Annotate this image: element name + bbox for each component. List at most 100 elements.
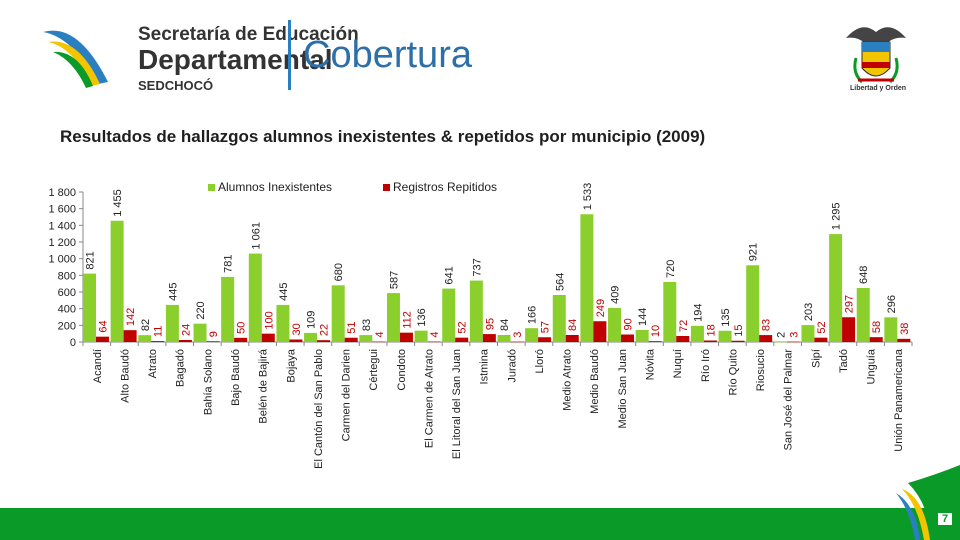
bar-alumnos-inexistentes [276, 304, 290, 342]
bar-registros-repitidos [786, 341, 800, 343]
x-tick-label: Tadó [838, 349, 850, 373]
bar-alumnos-inexistentes [525, 328, 539, 342]
bar-alumnos-inexistentes [884, 317, 898, 342]
x-tick-label: Atrato [147, 349, 159, 378]
data-label-alumnos-inexistentes: 1 061 [250, 222, 262, 250]
x-tick-label: Medio San Juan [617, 349, 629, 429]
x-tick-label: Unión Panamericana [893, 348, 905, 452]
bar-alumnos-inexistentes [414, 330, 428, 342]
bar-registros-repitidos [621, 334, 635, 342]
bar-alumnos-inexistentes [829, 234, 843, 342]
data-label-alumnos-inexistentes: 821 [84, 251, 96, 269]
bar-alumnos-inexistentes [110, 220, 124, 342]
bar-alumnos-inexistentes [442, 288, 456, 342]
bar-alumnos-inexistentes [331, 285, 345, 342]
data-label-registros-repitidos: 64 [97, 320, 109, 332]
bar-registros-repitidos [482, 334, 496, 342]
data-label-alumnos-inexistentes: 648 [858, 266, 870, 284]
y-tick-label: 200 [58, 320, 76, 332]
data-label-registros-repitidos: 38 [899, 323, 911, 335]
coat-of-arms-icon [846, 27, 906, 84]
bar-registros-repitidos [399, 332, 413, 342]
x-tick-label: Río Iró [700, 349, 712, 382]
data-label-alumnos-inexistentes: 921 [748, 243, 760, 261]
bar-registros-repitidos [648, 341, 662, 342]
bar-registros-repitidos [676, 336, 690, 342]
bar-registros-repitidos [731, 340, 745, 342]
y-tick-label: 1 000 [48, 254, 76, 266]
x-tick-label: Nuquí [672, 349, 684, 378]
x-tick-label: Bahía Solano [202, 349, 214, 415]
data-label-alumnos-inexistentes: 409 [610, 286, 622, 304]
bar-registros-repitidos [344, 337, 358, 342]
bar-registros-repitidos [593, 321, 607, 342]
data-label-alumnos-inexistentes: 84 [499, 319, 511, 331]
x-tick-label: Medio Atrato [562, 349, 574, 411]
y-tick-label: 1 600 [48, 204, 76, 216]
x-tick-label: El Carmen de Atrato [423, 349, 435, 448]
bar-registros-repitidos [814, 337, 828, 342]
data-label-registros-repitidos: 50 [236, 322, 248, 334]
bar-alumnos-inexistentes [718, 330, 732, 342]
bar-alumnos-inexistentes [165, 304, 179, 342]
x-tick-label: Río Quito [727, 349, 739, 395]
bar-alumnos-inexistentes [248, 253, 262, 342]
bar-alumnos-inexistentes [552, 295, 566, 342]
data-label-alumnos-inexistentes: 83 [361, 319, 373, 331]
x-tick-label: San José del Palmar [783, 349, 795, 451]
x-tick-label: Istmina [479, 348, 491, 384]
data-label-registros-repitidos: 100 [263, 311, 275, 329]
page-number: 7 [938, 513, 952, 525]
data-label-alumnos-inexistentes: 720 [665, 260, 677, 278]
bar-registros-repitidos [123, 330, 137, 342]
data-label-registros-repitidos: 3 [512, 332, 524, 338]
data-label-alumnos-inexistentes: 1 533 [582, 183, 594, 211]
data-label-alumnos-inexistentes: 203 [803, 303, 815, 321]
x-tick-label: El Cantón del San Pablo [313, 349, 325, 469]
bar-registros-repitidos [317, 340, 331, 342]
data-label-registros-repitidos: 4 [374, 332, 386, 338]
y-tick-label: 400 [58, 304, 76, 316]
data-label-alumnos-inexistentes: 445 [278, 283, 290, 301]
bar-alumnos-inexistentes [304, 332, 318, 342]
bar-alumnos-inexistentes [690, 325, 704, 342]
data-label-registros-repitidos: 84 [567, 319, 579, 331]
bar-alumnos-inexistentes [856, 288, 870, 342]
data-label-alumnos-inexistentes: 564 [554, 273, 566, 291]
legend-swatch-series-1 [208, 184, 215, 191]
bar-alumnos-inexistentes [608, 307, 622, 342]
bar-registros-repitidos [842, 317, 856, 342]
data-label-alumnos-inexistentes: 109 [306, 311, 318, 329]
data-label-alumnos-inexistentes: 781 [223, 255, 235, 273]
bar-registros-repitidos [178, 340, 192, 342]
x-tick-label: Nóvita [644, 348, 656, 380]
data-label-registros-repitidos: 57 [540, 321, 552, 333]
x-tick-label: El Litoral del San Juan [451, 349, 463, 459]
x-tick-label: Alto Baudó [119, 349, 131, 403]
bar-alumnos-inexistentes [359, 335, 373, 342]
data-label-registros-repitidos: 52 [457, 321, 469, 333]
bar-registros-repitidos [95, 336, 109, 342]
section-name: Cobertura [303, 34, 472, 76]
bar-registros-repitidos [759, 335, 773, 342]
data-label-registros-repitidos: 51 [346, 322, 358, 334]
bar-registros-repitidos [234, 337, 248, 342]
data-label-registros-repitidos: 30 [291, 323, 303, 335]
header-divider [288, 20, 291, 90]
bar-alumnos-inexistentes [580, 214, 594, 342]
data-label-alumnos-inexistentes: 144 [637, 308, 649, 326]
data-label-registros-repitidos: 72 [678, 320, 690, 332]
legend-label-series-2: Registros Repitidos [393, 180, 497, 194]
y-tick-label: 800 [58, 270, 76, 282]
data-label-alumnos-inexistentes: 737 [471, 258, 483, 276]
bar-registros-repitidos [703, 340, 717, 342]
data-label-registros-repitidos: 22 [319, 324, 331, 336]
chart-title: Resultados de hallazgos alumnos inexiste… [60, 127, 706, 146]
org-line1: Secretaría de Educación [138, 24, 359, 45]
x-tick-label: Lloró [534, 349, 546, 373]
data-label-registros-repitidos: 83 [761, 319, 773, 331]
bar-registros-repitidos [538, 337, 552, 342]
bar-alumnos-inexistentes [193, 323, 207, 342]
bar-registros-repitidos [897, 338, 911, 342]
data-label-alumnos-inexistentes: 1 295 [831, 203, 843, 231]
